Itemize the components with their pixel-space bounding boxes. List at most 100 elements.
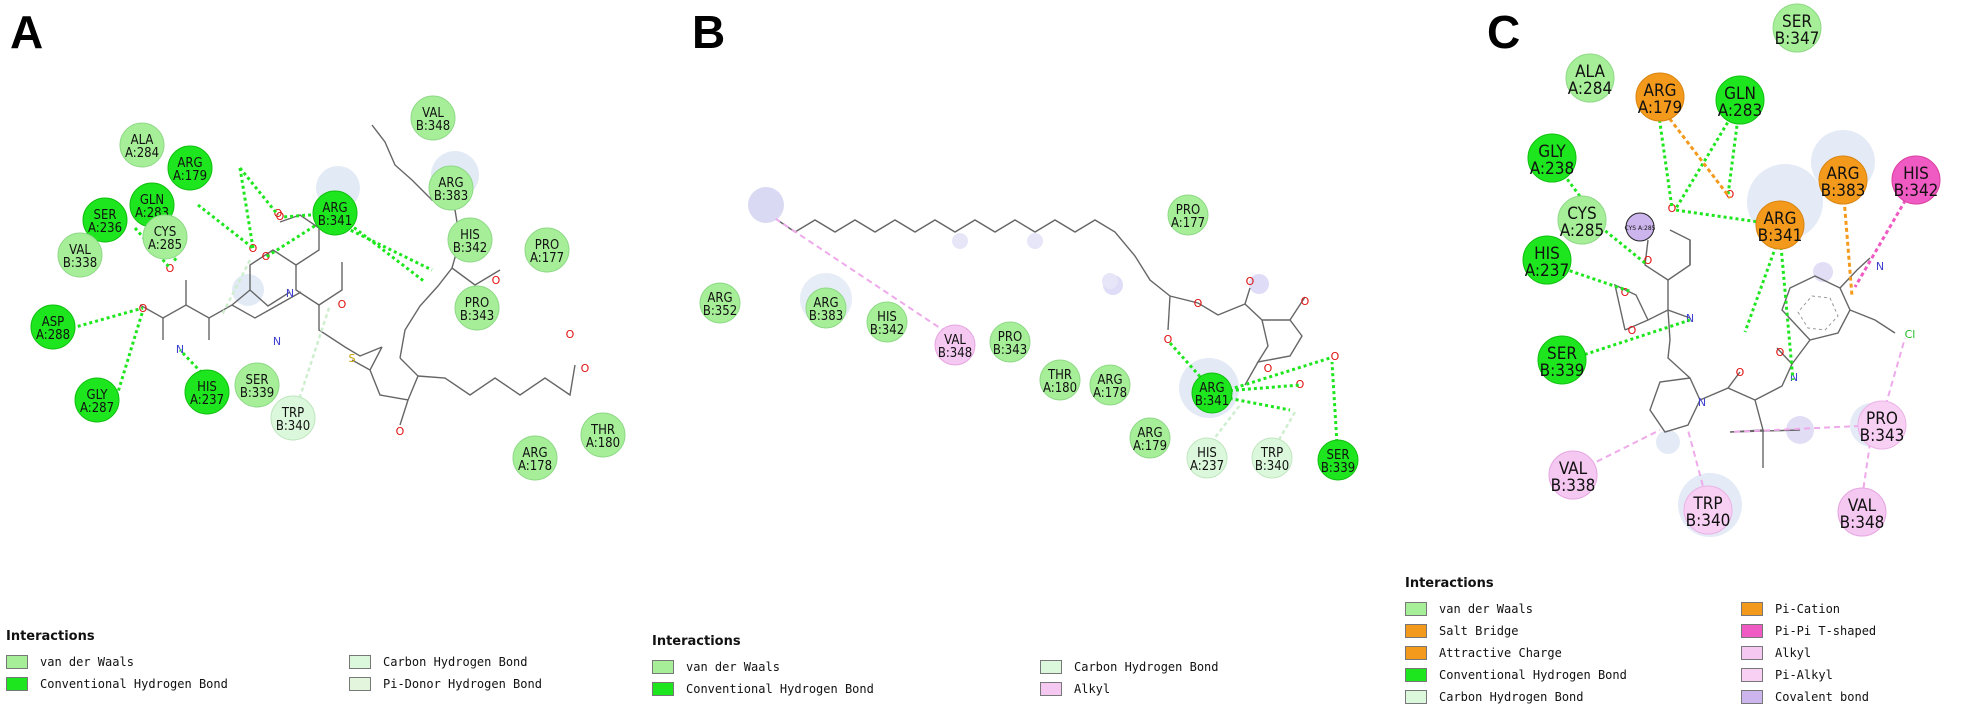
residue-disc [142, 214, 188, 260]
residue-number: B:343 [993, 343, 1027, 358]
residue-number: B:347 [1775, 29, 1820, 49]
svg-text:O: O [139, 302, 148, 315]
panel-label-c: C [1487, 6, 1520, 58]
legend-label: van der Waals [40, 655, 134, 669]
panel-c-atoms: O O O O O N N O O N N Cl [1621, 188, 1916, 409]
svg-text:N: N [273, 335, 281, 348]
residue-name: ALA [131, 133, 154, 148]
svg-text:O: O [1331, 350, 1340, 363]
residue-disc [1167, 194, 1209, 236]
panel-c-ring-inner [1797, 295, 1839, 331]
residue-name: ALA [1575, 62, 1605, 82]
residue-name: PRO [535, 238, 559, 253]
residue-number: A:238 [1530, 159, 1575, 179]
panel-c-alkyl [1569, 337, 1906, 506]
residue-number: A:237 [190, 393, 224, 408]
residue-disc [805, 287, 847, 329]
residue-name: SER [1327, 448, 1350, 463]
residue-disc [1557, 195, 1607, 245]
residue-name: CYS [154, 225, 177, 240]
legend-item-chbond: Carbon Hydrogen Bond [1405, 689, 1731, 705]
residue-disc [1527, 133, 1577, 183]
residue-name: TRP [1692, 494, 1722, 514]
svg-text:O: O [1164, 333, 1173, 346]
svg-text:S: S [349, 352, 356, 365]
panel-c: O O O O O N N O O N N Cl [1522, 3, 1941, 537]
residue-name: ARG [1764, 209, 1797, 229]
residue-name: HIS [197, 380, 217, 395]
residue-name: ASP [42, 315, 64, 330]
residue-disc [270, 395, 316, 441]
residue-disc [866, 301, 908, 343]
legend-items: van der Waals Pi-Cation Salt Bridge Pi-Pi T… [1405, 601, 1941, 705]
svg-text:O: O [166, 262, 175, 275]
panel-b-atoms: O O O O O O O [1164, 275, 1340, 391]
svg-text:O: O [338, 298, 347, 311]
residue-disc [1635, 72, 1685, 122]
residue-name: VAL [422, 106, 444, 121]
residue-disc [1857, 400, 1907, 450]
residue-disc [1891, 155, 1941, 205]
residue-disc [1317, 439, 1359, 481]
residue-number: B:340 [276, 419, 310, 434]
residue-name: HIS [1197, 446, 1217, 461]
svg-text:N: N [176, 343, 184, 356]
panel-a: O O O O O O N N N S O O O O O [30, 95, 626, 481]
covalent-marker-label: CYS A:285 [1625, 225, 1656, 232]
svg-text:O: O [1726, 188, 1735, 201]
residue-disc [989, 321, 1031, 363]
legend-panel-b: Interactions van der Waals Carbon Hydroge… [652, 634, 1240, 697]
legend-item-vdw: van der Waals [6, 654, 339, 670]
residue-disc [1818, 155, 1868, 205]
residue-name: ARG [707, 291, 732, 306]
residue-disc [1191, 372, 1233, 414]
legend-swatch [1405, 668, 1427, 682]
legend-swatch [1405, 646, 1427, 660]
residue-number: B:341 [1195, 394, 1229, 409]
legend-swatch [1405, 602, 1427, 616]
residue-disc [580, 412, 626, 458]
legend-swatch [1040, 660, 1062, 674]
residue-name: SER [94, 208, 117, 223]
residue-disc [1715, 75, 1765, 125]
residue-number: B:383 [809, 309, 843, 324]
residue-number: A:179 [1638, 98, 1683, 118]
residue-number: B:340 [1686, 511, 1731, 531]
legend-item-vdw: van der Waals [1405, 601, 1731, 617]
residue-number: A:179 [1133, 439, 1167, 454]
covalent-marker: CYS A:285 [1625, 212, 1656, 242]
residue-name: ARG [322, 201, 347, 216]
residue-name: GLY [1538, 142, 1566, 162]
residue-number: B:339 [240, 386, 274, 401]
residue-name: SER [1782, 12, 1812, 32]
residue-name: ARG [522, 446, 547, 461]
legend-label: Covalent bond [1775, 690, 1869, 704]
legend-item-attractive: Attractive Charge [1405, 645, 1731, 661]
residue-number: A:177 [530, 251, 564, 266]
residue-name: ARG [1827, 164, 1860, 184]
residue-number: B:342 [453, 241, 487, 256]
svg-text:N: N [286, 287, 294, 300]
residue-disc [1186, 437, 1228, 479]
panel-b-ligand [775, 218, 1306, 386]
residue-number: B:343 [1860, 426, 1905, 446]
residue-name: VAL [1848, 496, 1877, 516]
legend-panel-c: Interactions van der Waals Pi-Cation Salt … [1405, 576, 1941, 705]
residue-name: ARG [1137, 426, 1162, 441]
